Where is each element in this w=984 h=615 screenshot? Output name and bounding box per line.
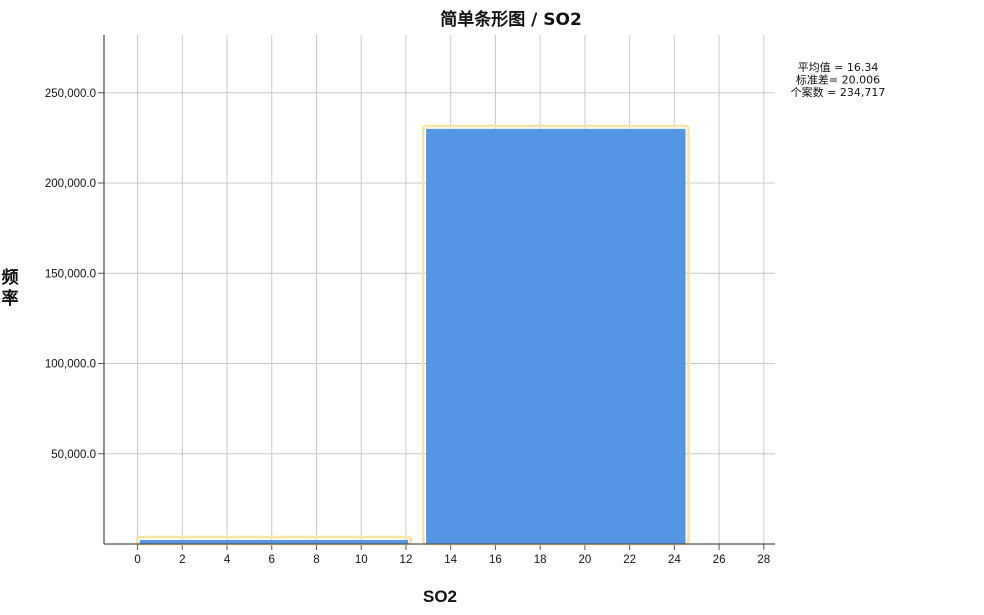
x-tick-label: 4	[224, 554, 231, 566]
y-tick-labels: 50,000.0 100,000.0 150,000.0 200,000.0 250,0…	[45, 88, 96, 461]
x-tick-label: 22	[623, 554, 636, 566]
x-tick-label: 18	[534, 554, 547, 566]
y-tick-label: 200,000.0	[45, 178, 96, 190]
x-tick-label: 2	[179, 554, 185, 566]
y-tick-label: 50,000.0	[51, 449, 96, 461]
stat-line: 平均值 = 16.34	[798, 61, 879, 74]
bar	[139, 540, 409, 544]
axes	[103, 35, 775, 545]
x-tick-label: 28	[757, 554, 770, 566]
x-tick-label: 24	[668, 554, 681, 566]
x-tick-label: 0	[134, 554, 140, 566]
x-tick-label: 26	[713, 554, 726, 566]
x-tick-label: 10	[355, 554, 368, 566]
x-tick-label: 20	[578, 554, 591, 566]
x-tick-label: 12	[400, 554, 413, 566]
x-tick-label: 6	[269, 554, 275, 566]
x-tick-labels: 0 2 4 6 8 10 12 14 16 18 20 22 24 26 28	[134, 554, 770, 566]
y-axis-label: 频率	[2, 267, 19, 309]
chart-title: 简单条形图 / SO2	[440, 9, 582, 30]
x-tick-label: 16	[489, 554, 502, 566]
x-axis-label: SO2	[423, 587, 457, 606]
y-tick-label: 250,000.0	[45, 88, 96, 100]
y-tick-label: 100,000.0	[45, 359, 96, 371]
stat-line: 个案数 = 234,717	[791, 85, 886, 99]
bar	[426, 128, 686, 544]
x-tick-label: 14	[444, 554, 457, 566]
x-tick-label: 8	[313, 554, 319, 566]
bars	[135, 124, 690, 546]
stat-line: 标准差= 20.006	[796, 73, 880, 87]
y-tick-label: 150,000.0	[45, 268, 96, 280]
